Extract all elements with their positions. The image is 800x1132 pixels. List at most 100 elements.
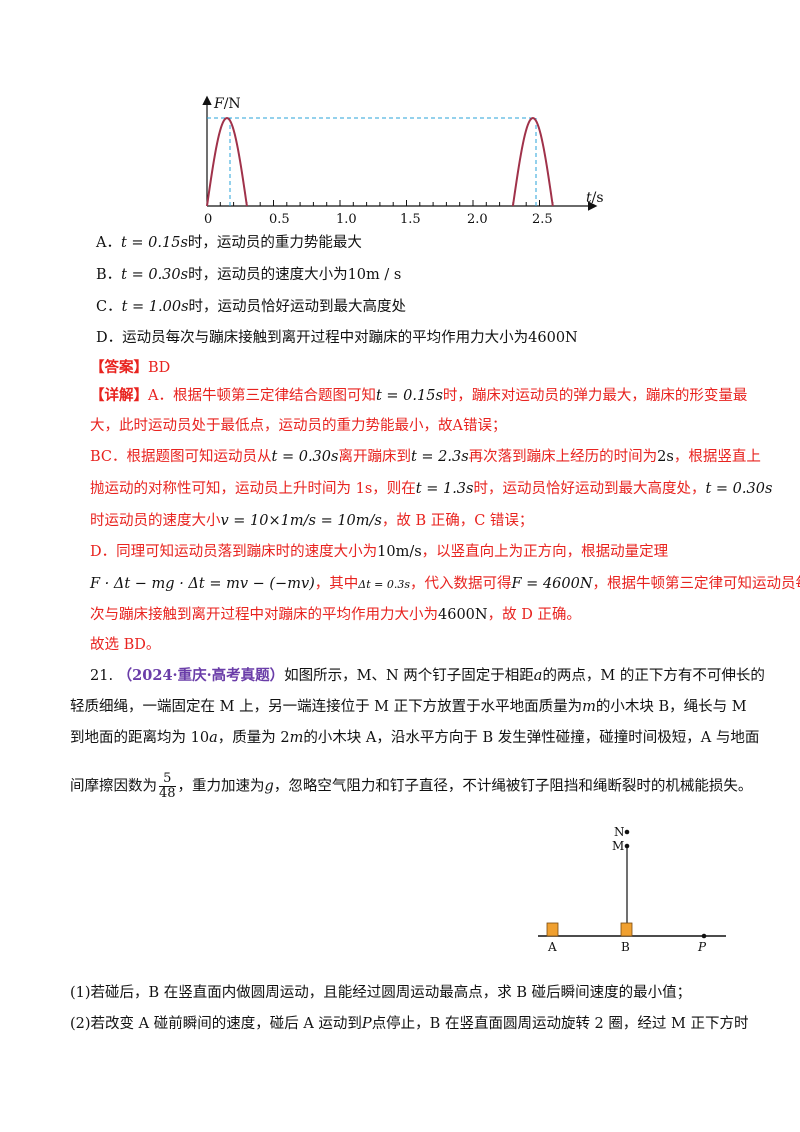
option-d-math: 4600N	[528, 330, 578, 346]
exp-text: 时运动员的速度大小	[90, 513, 221, 529]
option-b-math2: 10m / s	[347, 267, 402, 283]
exp-text: 抛运动的对称性可知，运动员上升时间为 1s，则在	[90, 481, 416, 497]
answer-line: 【答案】BD	[90, 358, 170, 378]
exp-text: 时，蹦床对运动员的弹力最大，蹦床的形变量最	[442, 388, 748, 404]
exp-math: 2s	[657, 449, 674, 465]
exp-math: t = 2.3s	[410, 449, 469, 465]
exp-text: A．根据牛顿第三定律结合题图可知	[148, 388, 376, 404]
p21-text: 间摩擦因数为	[70, 778, 157, 795]
exp-text: D．同理可知运动员落到蹦床时的速度大小为	[90, 544, 378, 560]
exp-text: ，以竖直向上为正方向，根据动量定理	[421, 544, 669, 560]
p21-text: 到地面的距离均为 10	[70, 730, 210, 746]
block-b	[620, 922, 633, 937]
exp-text: 时，运动员恰好运动到最大高度处，	[473, 481, 706, 497]
label-n: N	[614, 825, 625, 839]
exp-text: ，故 D 正确。	[487, 607, 581, 623]
question-1: (1)若碰后，B 在竖直面内做圆周运动，且能经过圆周运动最高点，求 B 碰后瞬间…	[70, 983, 691, 1003]
explanation-line-7: F · Δt − mg · Δt = mv − (−mv)，其中Δt = 0.3…	[90, 574, 800, 595]
explanation-line-3: BC．根据题图可知运动员从t = 0.30s离开蹦床到t = 2.3s再次落到蹦…	[90, 447, 761, 467]
exp-text: ，代入数据可得	[410, 576, 512, 592]
exp-text: ，根据竖直上	[673, 449, 761, 465]
y-axis-label: F/N	[213, 96, 241, 112]
problem-number: 21.	[90, 668, 114, 684]
p21-text: 的小木块 B，绳长与 M	[595, 699, 747, 715]
exp-math: F · Δt − mg · Δt = mv − (−mv)	[90, 576, 315, 592]
explanation-line-2: 大，此时运动员处于最低点，运动员的重力势能最小，故A错误；	[90, 416, 506, 436]
p21-math: g	[264, 778, 274, 795]
p21-text: 的两点，M 的正下方有不可伸长的	[542, 668, 765, 684]
exp-text: 次与蹦床接触到离开过程中对蹦床的平均作用力大小为	[90, 607, 438, 623]
option-a: A．t = 0.15s时，运动员的重力势能最大	[96, 233, 362, 253]
p21-math: m	[289, 730, 304, 746]
option-d-text: 运动员每次与蹦床接触到离开过程中对蹦床的平均作用力大小为	[122, 330, 529, 346]
p21-math: a	[209, 730, 218, 746]
label-p: P	[697, 940, 707, 954]
label-m: M	[612, 839, 624, 853]
exp-text: ，其中	[314, 576, 359, 592]
force-pulse-2	[511, 116, 554, 207]
option-b-text: 时，运动员的速度大小为	[188, 267, 348, 283]
block-a	[546, 922, 559, 937]
exp-math: 10m/s	[377, 544, 422, 560]
p21-text: ，质量为 2	[217, 730, 290, 746]
tick-label-0: 0	[204, 212, 212, 227]
explanation-line-1: 【详解】A．根据牛顿第三定律结合题图可知t = 0.15s时，蹦床对运动员的弹力…	[90, 386, 747, 406]
exp-math: F = 4600N	[511, 576, 593, 592]
friction-fraction: 5 48	[159, 772, 176, 801]
label-b: B	[621, 940, 630, 954]
exp-text: 离开蹦床到	[338, 449, 411, 465]
explanation-line-6: D．同理可知运动员落到蹦床时的速度大小为10m/s，以竖直向上为正方向，根据动量…	[90, 542, 668, 562]
exp-text: 再次落到蹦床上经历的时间为	[468, 449, 658, 465]
exp-math: v = 10×1m/s = 10m/s	[220, 513, 382, 529]
tick-label-1.5: 1.5	[400, 212, 421, 227]
exp-math: t = 0.15s	[375, 388, 443, 404]
p21-text: 轻质细绳，一端固定在 M 上，另一端连接位于 M 正下方放置于水平地面质量为	[70, 699, 583, 715]
fraction-denominator: 48	[159, 786, 176, 801]
problem21-line-2: 轻质细绳，一端固定在 M 上，另一端连接位于 M 正下方放置于水平地面质量为m的…	[70, 697, 747, 717]
point-p	[701, 933, 707, 939]
fraction-numerator: 5	[159, 772, 176, 787]
option-c-text: 时，运动员恰好运动到最大高度处	[188, 299, 407, 315]
exp-math: t = 0.30s	[705, 481, 773, 497]
explanation-line-5: 时运动员的速度大小v = 10×1m/s = 10m/s，故 B 正确，C 错误…	[90, 511, 533, 531]
p21-text: 如图所示，M、N 两个钉子固定于相距	[284, 668, 534, 684]
option-a-label: A．	[96, 235, 121, 251]
question-2-text: (2)若改变 A 碰前瞬间的速度，碰后 A 运动到	[70, 1016, 362, 1032]
option-b: B．t = 0.30s时，运动员的速度大小为10m / s	[96, 265, 401, 285]
option-d: D．运动员每次与蹦床接触到离开过程中对蹦床的平均作用力大小为4600N	[96, 328, 578, 348]
tick-label-1.0: 1.0	[336, 212, 357, 227]
exp-text: 大，此时运动员处于最低点，运动员的重力势能最小，故A错误；	[90, 418, 507, 434]
explanation-tag: 【详解】	[90, 387, 148, 404]
explanation-line-4: 抛运动的对称性可知，运动员上升时间为 1s，则在t = 1.3s时，运动员恰好运…	[90, 479, 772, 499]
p21-text: ，忽略空气阻力和钉子直径，不计绳被钉子阻挡和绳断裂时的机械能损失。	[273, 778, 753, 795]
x-axis-label: t/s	[586, 190, 604, 206]
p21-math: m	[582, 699, 596, 715]
option-c-math: t = 1.00s	[121, 299, 189, 315]
exp-math: t = 1.3s	[415, 481, 474, 497]
question-2-text: 点停止，B 在竖直面圆周运动旋转 2 圈，经过 M 正下方时	[371, 1016, 749, 1032]
question-2: (2)若改变 A 碰前瞬间的速度，碰后 A 运动到P点停止，B 在竖直面圆周运动…	[70, 1014, 748, 1034]
exp-math: Δt = 0.3s	[358, 578, 411, 591]
problem-source: （2024·重庆·高考真题）	[117, 667, 285, 684]
explanation-line-8: 次与蹦床接触到离开过程中对蹦床的平均作用力大小为4600N，故 D 正确。	[90, 605, 581, 625]
exp-math: 4600N	[438, 607, 488, 623]
force-time-graph: F/N t/s 0 0.5 1.0 1.5 2.0 2.5	[202, 95, 604, 227]
tick-label-2.0: 2.0	[467, 212, 488, 227]
explanation-line-9: 故选 BD。	[90, 635, 160, 655]
answer-value: BD	[148, 360, 171, 376]
p21-math: a	[533, 668, 543, 684]
exp-text: 故选 BD。	[90, 637, 161, 653]
exp-math: t = 0.30s	[271, 449, 339, 465]
option-b-label: B．	[96, 267, 122, 283]
p21-text: 的小木块 A，沿水平方向于 B 发生弹性碰撞，碰撞时间极短，A 与地面	[303, 730, 760, 746]
tick-label-2.5: 2.5	[532, 212, 553, 227]
exp-text: ，故 B 正确，C 错误；	[381, 513, 534, 529]
tick-label-0.5: 0.5	[269, 212, 290, 227]
question-1-text: (1)若碰后，B 在竖直面内做圆周运动，且能经过圆周运动最高点，求 B 碰后瞬间…	[70, 985, 692, 1001]
problem21-line-3: 到地面的距离均为 10a，质量为 2m的小木块 A，沿水平方向于 B 发生弹性碰…	[70, 728, 759, 748]
label-a: A	[547, 940, 557, 954]
p21-text: ，重力加速为	[177, 778, 265, 795]
answer-tag: 【答案】	[90, 359, 148, 376]
option-c-label: C．	[96, 299, 122, 315]
exp-text: ，根据牛顿第三定律可知运动员每	[592, 576, 800, 592]
